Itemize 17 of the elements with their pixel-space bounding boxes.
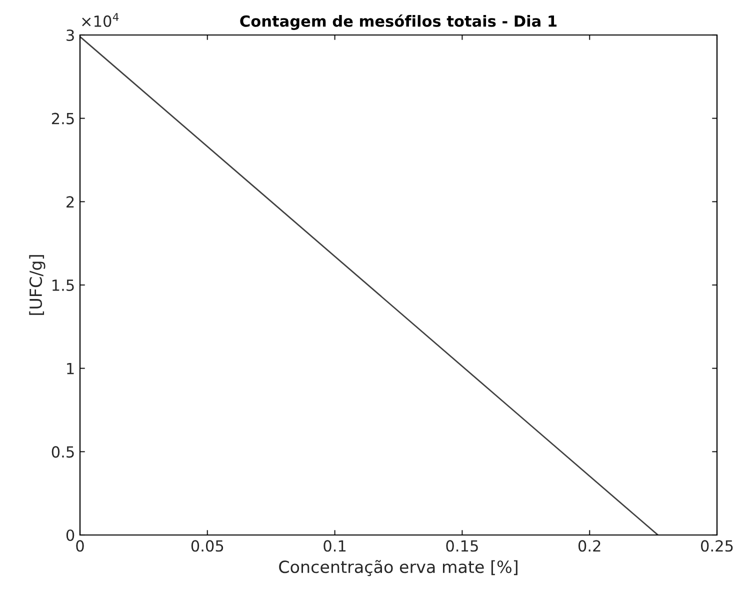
y-tick-label: 0 (66, 529, 74, 542)
y-tick-label: 1.5 (52, 280, 74, 292)
x-tick-label: 0.2 (578, 540, 600, 552)
x-tick-label: 0.15 (446, 540, 478, 552)
chart-title: Contagem de mesófilos totais - Dia 1 (240, 14, 557, 30)
y-tick-label: 3 (66, 29, 74, 42)
y-tick-label: 0.5 (52, 446, 74, 458)
y-tick-label: 2 (66, 196, 74, 208)
y-tick-label: 1 (67, 363, 74, 374)
y-tick-label: 2.5 (52, 112, 74, 124)
x-tick-label: 0.05 (191, 540, 224, 552)
text: ×10$^{4}$ (82, 13, 119, 27)
x-tick-label: 0.1 (324, 540, 346, 552)
x-tick-label: 0.25 (701, 540, 733, 552)
y-axis-title: [UFC/g] (29, 255, 46, 315)
x-axis-title: Concentração erva mate [%] (279, 560, 518, 576)
x-tick-label: 0 (76, 540, 84, 552)
